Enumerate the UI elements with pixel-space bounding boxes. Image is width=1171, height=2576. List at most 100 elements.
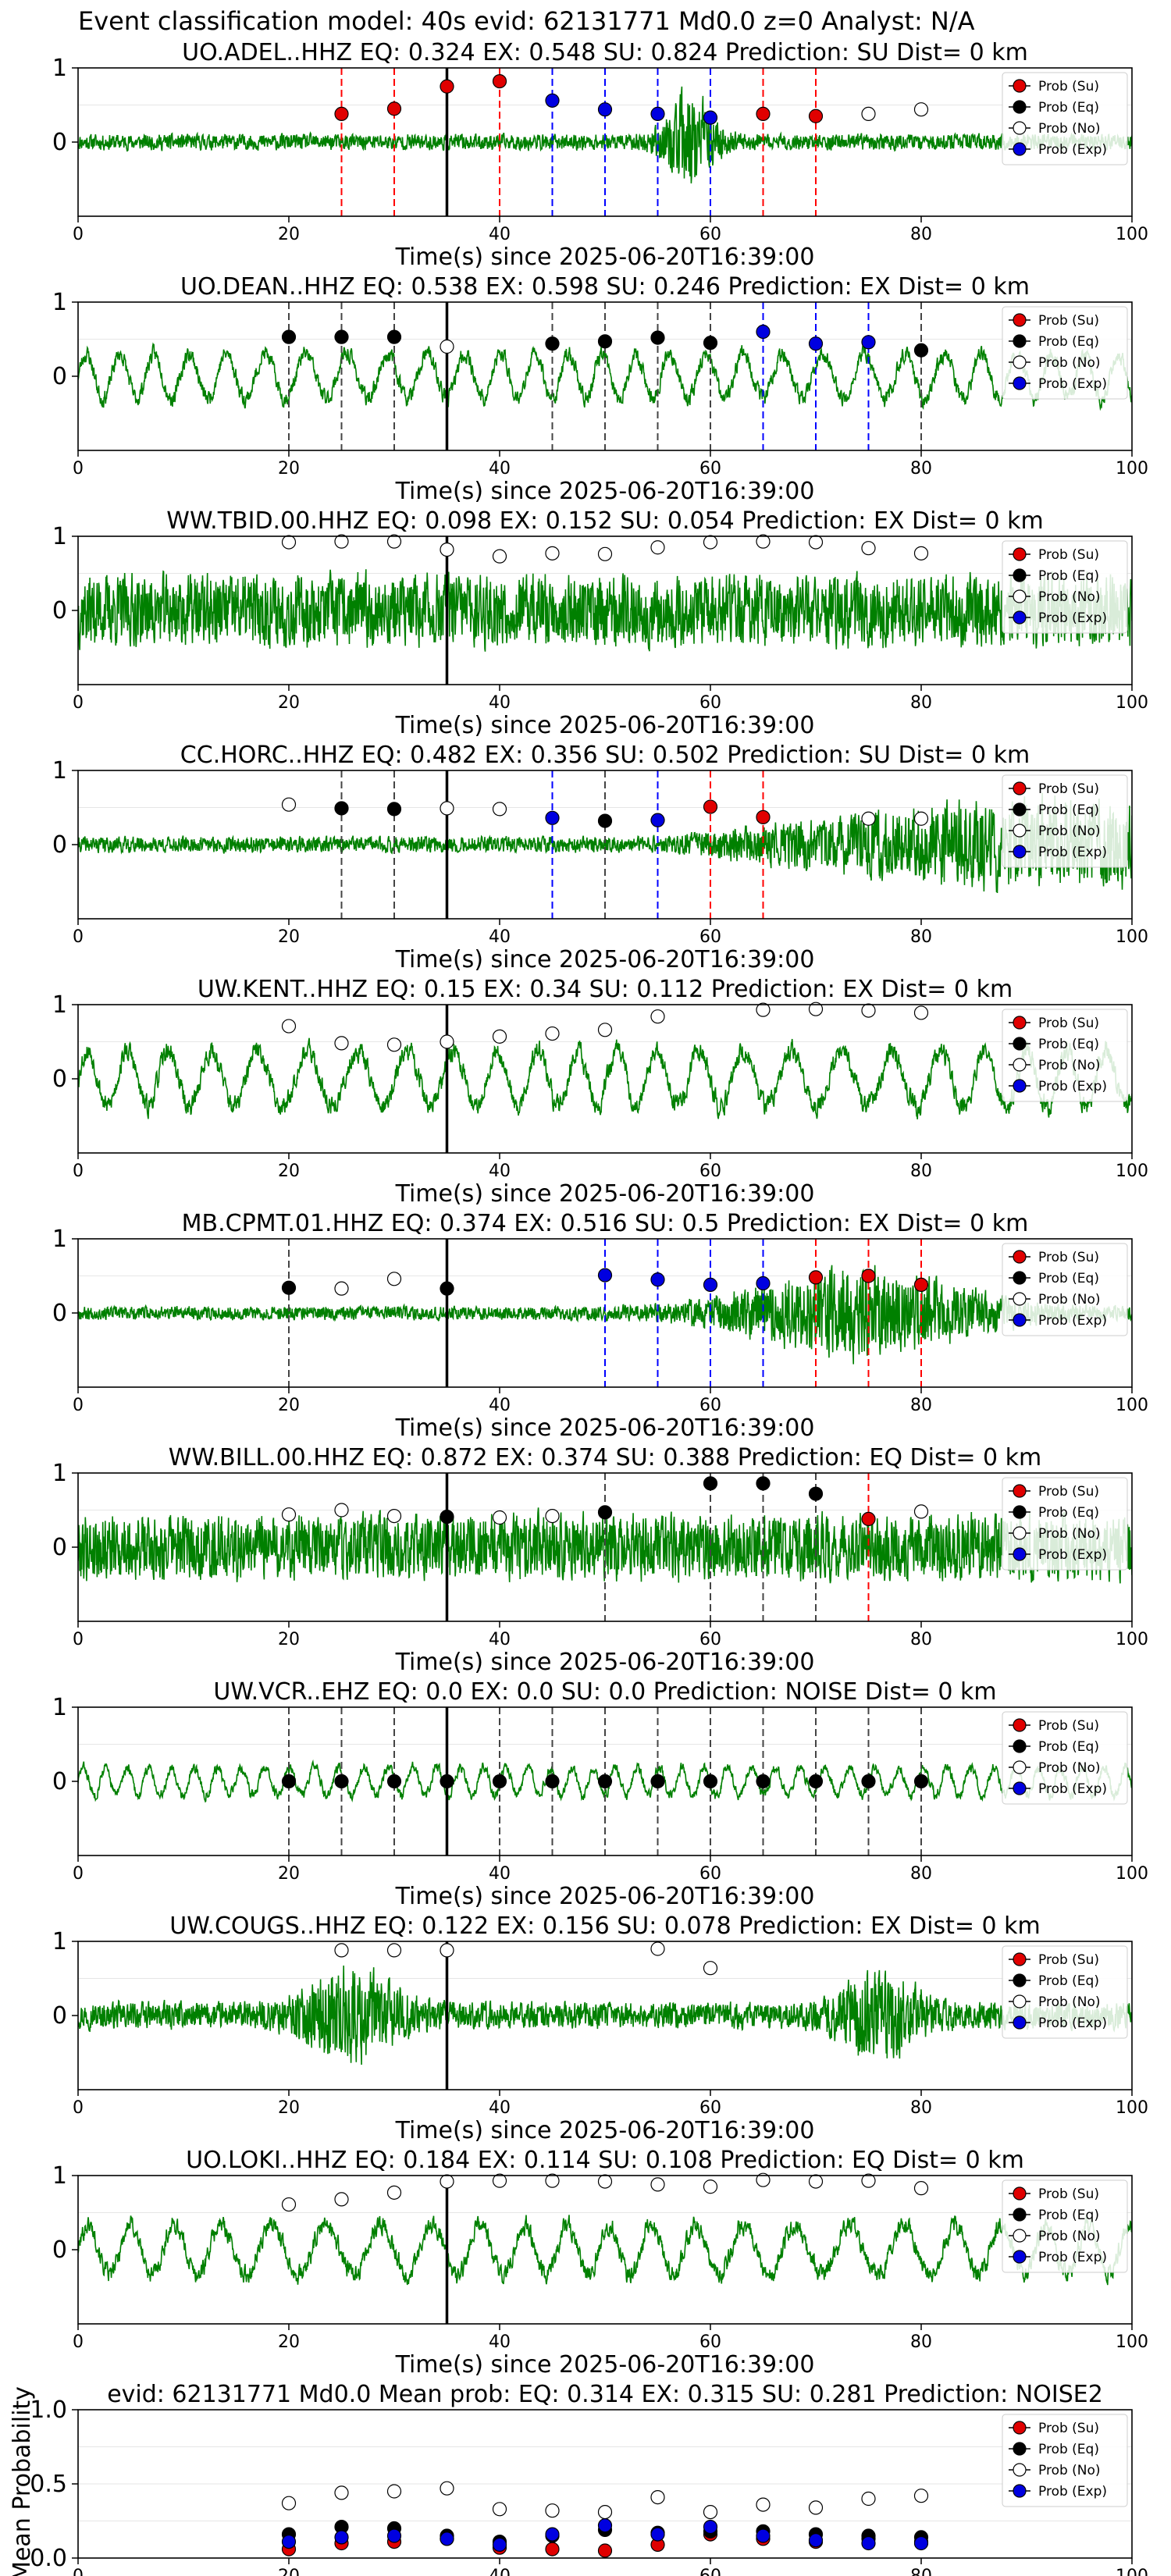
- prob-point-exp: [545, 93, 560, 108]
- prob-point-no: [913, 811, 929, 826]
- prob-point-eq: [597, 1505, 613, 1520]
- x-axis-label: Time(s) since 2025-06-20T16:39:00: [395, 1649, 815, 1676]
- prob-point-exp: [650, 2527, 665, 2542]
- prob-point-exp: [386, 2528, 402, 2543]
- prob-point-no: [703, 2179, 718, 2194]
- legend-box: [1002, 306, 1128, 400]
- x-tick-label: 40: [489, 2098, 511, 2118]
- x-axis-label: Time(s) since 2025-06-20T16:39:00: [395, 244, 815, 271]
- x-tick-label: 20: [278, 225, 300, 244]
- legend-marker-exp: [1013, 2250, 1027, 2264]
- x-tick-label: 40: [489, 225, 511, 244]
- x-tick-label: 0: [73, 1396, 84, 1415]
- prob-point-no: [386, 1037, 402, 1052]
- legend-label: Prob (Exp): [1038, 2484, 1107, 2500]
- y-tick-label: 1: [52, 1928, 67, 1955]
- panel-title: CC.HORC..HHZ EQ: 0.482 EX: 0.356 SU: 0.5…: [180, 742, 1030, 769]
- legend-label: Prob (Eq): [1038, 2442, 1099, 2457]
- legend-marker-su: [1013, 79, 1027, 93]
- x-tick-label: 60: [699, 927, 721, 947]
- prob-point-no: [650, 1009, 665, 1024]
- y-tick-label: 0.5: [30, 2471, 67, 2498]
- prob-point-exp: [650, 813, 665, 827]
- legend-label: Prob (Exp): [1038, 2016, 1107, 2031]
- prob-point-eq: [913, 343, 929, 358]
- prob-point-no: [756, 534, 771, 549]
- prob-point-no: [545, 1026, 560, 1041]
- prob-point-su: [545, 2542, 560, 2556]
- x-axis-label: Time(s) since 2025-06-20T16:39:00: [395, 1414, 815, 1442]
- x-tick-label: 100: [1116, 2098, 1148, 2118]
- legend-label: Prob (Eq): [1038, 2208, 1099, 2223]
- legend-marker-su: [1013, 2186, 1027, 2201]
- prob-point-no: [703, 535, 718, 550]
- prob-point-no: [913, 2181, 929, 2196]
- prob-point-no: [492, 1029, 507, 1044]
- prob-point-exp: [597, 2518, 613, 2533]
- prob-point-no: [545, 2503, 560, 2518]
- prob-point-exp: [492, 2537, 507, 2552]
- y-tick-label: 0: [52, 1534, 67, 1561]
- x-tick-label: 40: [489, 2567, 511, 2576]
- legend-marker-eq: [1013, 100, 1027, 114]
- panel-5: UW.KENT..HHZ EQ: 0.15 EX: 0.34 SU: 0.112…: [52, 976, 1148, 1208]
- axes-frame: [77, 2175, 1133, 2325]
- prob-point-eq: [386, 1774, 402, 1789]
- y-tick-label: 1: [52, 523, 67, 550]
- x-tick-label: 100: [1116, 693, 1148, 713]
- prob-point-no: [597, 2505, 613, 2520]
- prob-point-exp: [808, 2533, 824, 2548]
- legend-marker-exp: [1013, 376, 1027, 390]
- x-tick-label: 80: [910, 927, 932, 947]
- x-tick-label: 100: [1116, 1630, 1148, 1649]
- y-axis-label: Mean Probability: [9, 2386, 36, 2576]
- legend-label: Prob (Exp): [1038, 142, 1107, 158]
- waveform-trace: [78, 342, 1132, 411]
- prob-point-exp: [756, 2528, 771, 2543]
- panel-3: WW.TBID.00.HHZ EQ: 0.098 EX: 0.152 SU: 0…: [52, 507, 1148, 739]
- legend-label: Prob (Su): [1038, 1718, 1099, 1734]
- prob-point-no: [440, 1943, 454, 1958]
- prob-point-exp: [756, 1276, 771, 1291]
- prob-point-eq: [281, 1774, 297, 1789]
- legend-label: Prob (Exp): [1038, 1547, 1107, 1563]
- x-tick-label: 100: [1116, 1162, 1148, 1181]
- y-tick-label: 1: [52, 757, 67, 785]
- x-tick-label: 80: [910, 459, 932, 479]
- prob-point-no: [281, 2496, 297, 2510]
- x-tick-label: 40: [489, 2332, 511, 2352]
- prob-point-exp: [650, 1272, 665, 1287]
- legend-marker-su: [1013, 1016, 1027, 1030]
- prob-point-no: [334, 1281, 349, 1296]
- prob-point-no: [281, 2197, 297, 2212]
- x-tick-label: 60: [699, 1630, 721, 1649]
- prob-point-no: [650, 540, 665, 555]
- legend-marker-eq: [1013, 802, 1027, 817]
- legend-box: [1002, 2179, 1128, 2273]
- legend-box: [1002, 1243, 1128, 1336]
- waveform-trace: [78, 1265, 1132, 1364]
- prob-point-exp: [545, 2527, 560, 2542]
- prob-point-no: [808, 1002, 824, 1016]
- prob-point-no: [861, 1003, 876, 1018]
- x-tick-label: 20: [278, 693, 300, 713]
- prob-point-eq: [492, 1774, 507, 1789]
- legend-marker-su: [1013, 547, 1027, 561]
- y-tick-label: 1: [52, 1694, 67, 1721]
- prob-point-eq: [913, 1774, 929, 1789]
- x-tick-label: 80: [910, 1162, 932, 1181]
- legend-marker-no: [1013, 2229, 1027, 2243]
- y-tick-label: 1: [52, 1226, 67, 1253]
- x-tick-label: 20: [278, 1396, 300, 1415]
- prob-point-no: [386, 2185, 402, 2200]
- panel-4: CC.HORC..HHZ EQ: 0.482 EX: 0.356 SU: 0.5…: [52, 742, 1148, 973]
- prob-point-su: [808, 1270, 824, 1285]
- prob-point-su: [703, 799, 718, 814]
- x-tick-label: 0: [73, 2332, 84, 2352]
- legend-box: [1002, 1945, 1128, 2039]
- prob-point-exp: [808, 336, 824, 351]
- prob-point-exp: [756, 324, 771, 340]
- y-tick-label: 0: [52, 2002, 67, 2030]
- legend-marker-su: [1013, 1718, 1027, 1732]
